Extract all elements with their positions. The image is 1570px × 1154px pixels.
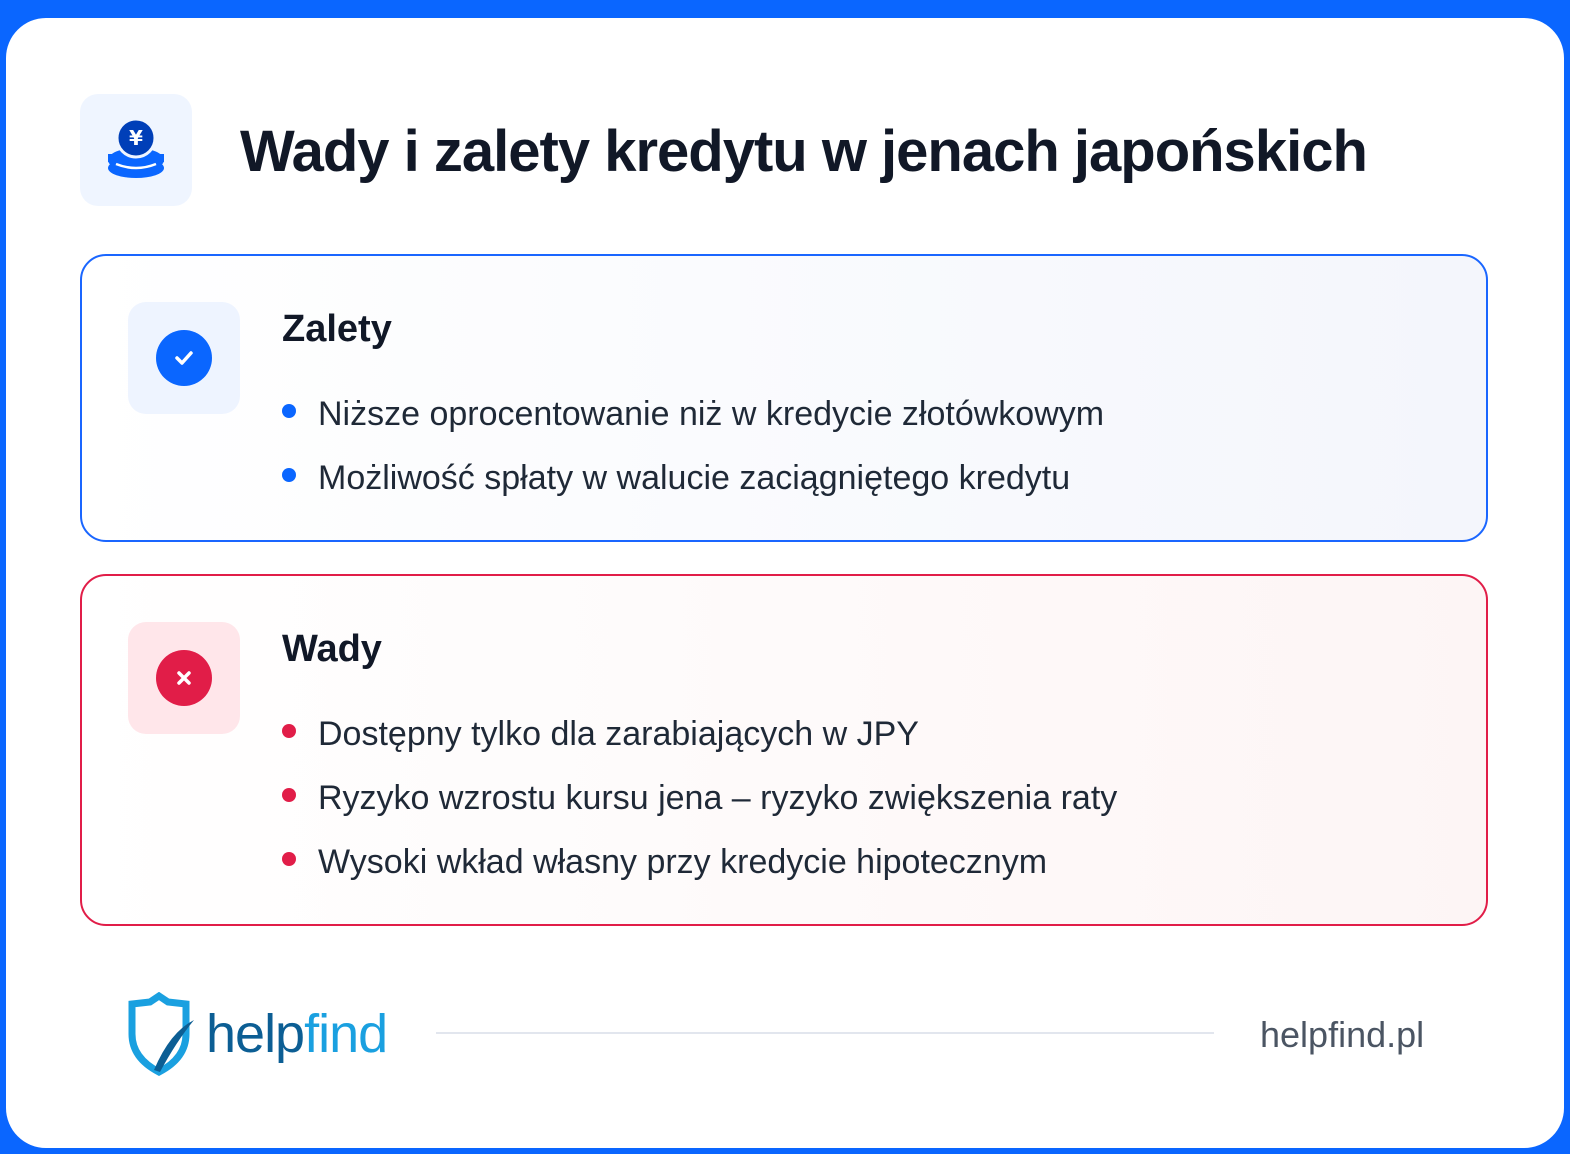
- svg-text:¥: ¥: [129, 126, 143, 150]
- list-item: Ryzyko wzrostu kursu jena – ryzyko zwięk…: [282, 766, 1117, 830]
- list-item: Wysoki wkład własny przy kredycie hipote…: [282, 830, 1117, 894]
- bullet-icon: [282, 724, 296, 738]
- check-icon: [156, 330, 212, 386]
- bullet-icon: [282, 404, 296, 418]
- cons-heading: Wady: [282, 628, 382, 670]
- item-text: Możliwość spłaty w walucie zaciągniętego…: [318, 458, 1071, 497]
- bullet-icon: [282, 468, 296, 482]
- item-text: Wysoki wkład własny przy kredycie hipote…: [318, 842, 1048, 881]
- bullet-icon: [282, 788, 296, 802]
- helpfind-logo: helpfind: [124, 992, 388, 1076]
- page-title: Wady i zalety kredytu w jenach japońskic…: [240, 119, 1368, 184]
- logo-text-find: find: [304, 1004, 388, 1064]
- footer-divider: [436, 1032, 1214, 1034]
- list-item: Niższe oprocentowanie niż w kredycie zło…: [282, 382, 1104, 446]
- list-item: Możliwość spłaty w walucie zaciągniętego…: [282, 446, 1104, 510]
- x-icon: [156, 650, 212, 706]
- check-icon-box: [128, 302, 240, 414]
- bullet-icon: [282, 852, 296, 866]
- item-text: Ryzyko wzrostu kursu jena – ryzyko zwięk…: [318, 778, 1118, 817]
- x-icon-box: [128, 622, 240, 734]
- list-item: Dostępny tylko dla zarabiających w JPY: [282, 702, 1117, 766]
- cons-section: Wady Dostępny tylko dla zarabiających w …: [80, 574, 1488, 926]
- yen-coin-icon: ¥: [80, 94, 192, 206]
- site-url: helpfind.pl: [1260, 1014, 1425, 1055]
- item-text: Niższe oprocentowanie niż w kredycie zło…: [318, 394, 1105, 433]
- pros-heading: Zalety: [282, 308, 392, 350]
- pros-section: Zalety Niższe oprocentowanie niż w kredy…: [80, 254, 1488, 542]
- item-text: Dostępny tylko dla zarabiających w JPY: [318, 714, 919, 753]
- shield-icon: [128, 992, 194, 1076]
- logo-text-help: help: [206, 1004, 305, 1064]
